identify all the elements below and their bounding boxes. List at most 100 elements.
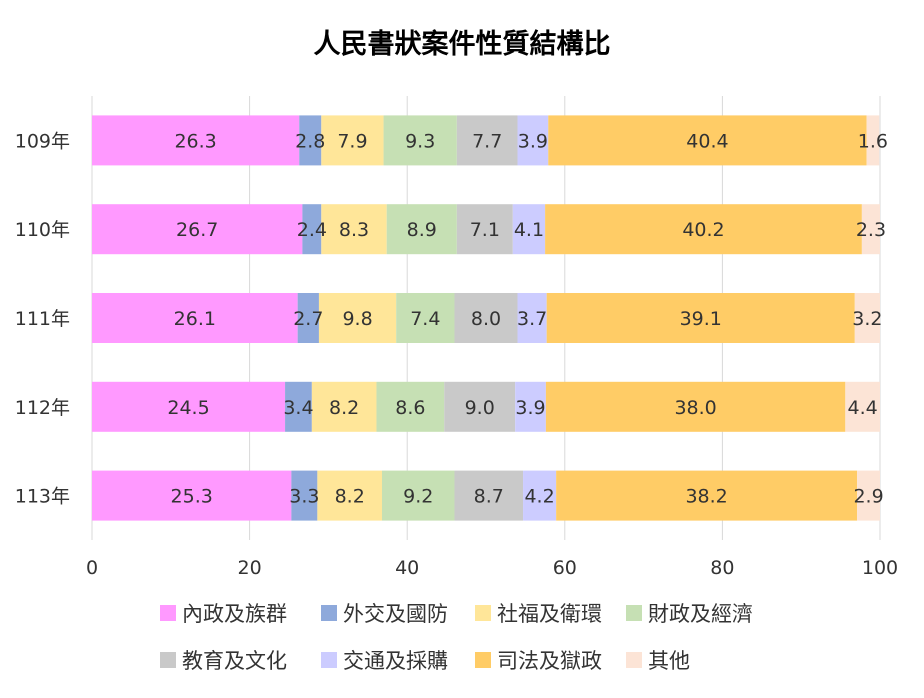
data-label: 38.2 <box>685 486 727 508</box>
bar-segment <box>92 381 286 432</box>
bar-segment <box>376 381 445 432</box>
bar-segment <box>321 204 387 255</box>
bar-segment <box>396 293 455 343</box>
bar-segment <box>317 470 382 521</box>
chart-title: 人民書狀案件性質結構比 <box>314 28 611 60</box>
data-label: 2.9 <box>853 486 883 508</box>
bar-segment <box>383 115 457 166</box>
data-label: 9.8 <box>342 308 372 330</box>
data-label: 39.1 <box>680 308 722 330</box>
data-label: 2.3 <box>856 219 886 241</box>
legend-swatch <box>321 652 337 668</box>
data-label: 40.4 <box>686 130 728 152</box>
legend-label: 司法及獄政 <box>497 649 602 673</box>
bar-segment <box>861 204 880 255</box>
legend-swatch <box>475 652 491 668</box>
y-tick-label: 110年 <box>15 219 70 241</box>
bar-segment <box>454 470 524 521</box>
y-tick-label: 111年 <box>15 308 70 330</box>
data-label: 40.2 <box>682 219 724 241</box>
data-label: 8.2 <box>329 397 359 419</box>
data-label: 9.3 <box>405 130 435 152</box>
bar-segment <box>302 204 322 255</box>
bar-segment <box>92 470 292 521</box>
x-tick-label: 20 <box>238 557 262 579</box>
legend-label: 外交及國防 <box>343 602 448 626</box>
bar-segment <box>297 293 319 343</box>
bar-segment <box>545 381 846 432</box>
data-label: 2.7 <box>293 308 323 330</box>
data-label: 3.4 <box>283 397 313 419</box>
bar-segment <box>857 470 880 521</box>
data-label: 2.8 <box>295 130 325 152</box>
data-label: 25.3 <box>171 486 213 508</box>
x-axis: 0 20 40 60 80 100 <box>86 557 898 579</box>
y-tick-label: 113年 <box>15 486 70 508</box>
legend-swatch <box>475 605 491 621</box>
bar-segment <box>523 470 557 521</box>
x-tick-label: 80 <box>710 557 734 579</box>
bar-segment <box>92 204 303 255</box>
data-labels: 26.3 2.8 7.9 9.3 7.7 3.9 40.4 1.6 26.7 2.4 8.3 8.9 7… <box>167 130 888 507</box>
bar-segment <box>456 115 518 166</box>
bar-segment <box>318 293 397 343</box>
data-label: 7.4 <box>410 308 440 330</box>
data-label: 9.0 <box>465 397 495 419</box>
y-tick-label: 109年 <box>15 130 70 152</box>
bar-segment <box>517 293 547 343</box>
bar-segment <box>854 293 880 343</box>
x-tick-label: 0 <box>86 557 98 579</box>
bar-segment <box>311 381 377 432</box>
data-label: 4.1 <box>514 219 544 241</box>
data-label: 7.9 <box>337 130 367 152</box>
data-label: 38.0 <box>674 397 716 419</box>
data-label: 7.7 <box>472 130 502 152</box>
bar-segment <box>456 204 513 255</box>
data-label: 8.9 <box>407 219 437 241</box>
legend-label: 其他 <box>648 649 690 673</box>
x-tick-label: 40 <box>395 557 419 579</box>
data-label: 8.2 <box>335 486 365 508</box>
data-label: 8.7 <box>474 486 504 508</box>
legend-swatch <box>160 605 176 621</box>
data-label: 8.0 <box>471 308 501 330</box>
data-label: 3.9 <box>518 130 548 152</box>
bar-segment <box>548 115 867 166</box>
legend-label: 財政及經濟 <box>648 602 753 626</box>
data-label: 9.2 <box>403 486 433 508</box>
data-label: 3.2 <box>852 308 882 330</box>
bar-segment <box>386 204 457 255</box>
data-label: 1.6 <box>858 130 888 152</box>
bar-segment <box>515 381 546 432</box>
legend-swatch <box>321 605 337 621</box>
data-label: 4.4 <box>848 397 878 419</box>
bar-segment <box>291 470 318 521</box>
legend-label: 社福及衛環 <box>497 602 602 626</box>
data-label: 3.9 <box>515 397 545 419</box>
x-tick-label: 100 <box>862 557 898 579</box>
bar-segment <box>92 115 300 166</box>
legend-swatch <box>626 605 642 621</box>
data-label: 26.1 <box>174 308 216 330</box>
bar-segment <box>454 293 518 343</box>
bar-segment <box>556 470 858 521</box>
bar-segment <box>92 293 298 343</box>
bar-segment <box>381 470 455 521</box>
bar-segment <box>321 115 384 166</box>
data-label: 8.3 <box>339 219 369 241</box>
bar-segment <box>512 204 546 255</box>
bar-segment <box>545 204 862 255</box>
data-label: 26.7 <box>176 219 218 241</box>
bar-segment <box>517 115 549 166</box>
legend-swatch <box>626 652 642 668</box>
data-label: 4.2 <box>524 486 554 508</box>
bar-segment <box>444 381 516 432</box>
x-tick-label: 60 <box>553 557 577 579</box>
bar-segment <box>845 381 880 432</box>
bar-segment <box>285 381 312 432</box>
legend-label: 內政及族群 <box>182 602 287 626</box>
data-label: 7.1 <box>470 219 500 241</box>
